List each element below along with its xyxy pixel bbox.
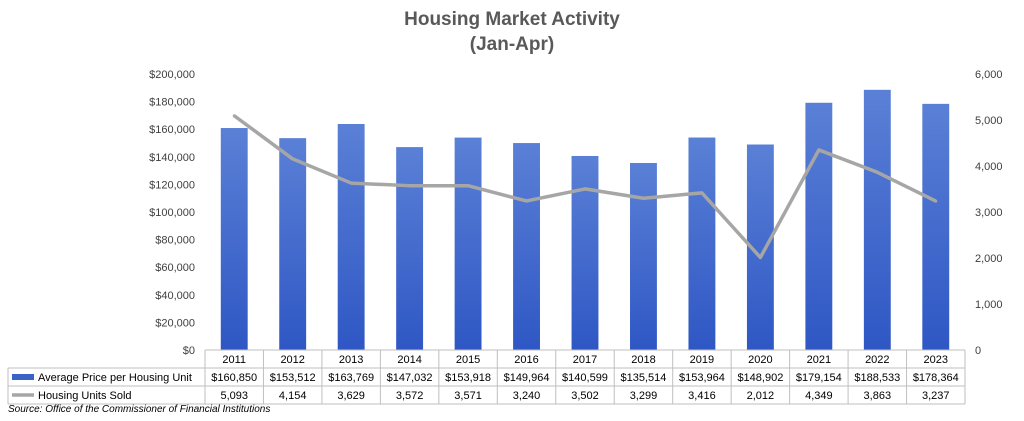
bar-2023: [922, 103, 950, 350]
bar-2014: [396, 147, 424, 350]
category-label: 2018: [631, 354, 655, 366]
left-axis: $0 $20,000 $40,000 $60,000 $80,000 $100,000 $1…: [149, 69, 195, 357]
price-value: $188,533: [854, 372, 900, 384]
units-sold-point-2013: [349, 181, 353, 185]
data-table: 2011 2012 2013 2014 2015 2016 2017 2018 2019 2020…: [7, 349, 966, 405]
category-label: 2021: [807, 354, 831, 366]
category-label: 2023: [924, 354, 948, 366]
units-sold-point-2017: [583, 187, 587, 191]
category-label: 2013: [339, 354, 363, 366]
category-label: 2017: [573, 354, 597, 366]
left-axis-tick-label: $160,000: [149, 124, 195, 136]
left-axis-tick-label: $140,000: [149, 152, 195, 164]
price-value: $163,769: [328, 372, 374, 384]
category-label: 2022: [865, 354, 889, 366]
units-sold-value: 3,629: [337, 390, 365, 402]
right-axis: 0 1,000 2,000 3,000 4,000 5,000 6,000: [975, 69, 1003, 357]
left-axis-tick-label: $80,000: [155, 235, 195, 247]
bar-2021: [805, 102, 833, 350]
left-axis-tick-label: $180,000: [149, 97, 195, 109]
price-value: $140,599: [562, 372, 608, 384]
bar-2015: [454, 137, 482, 350]
category-label: 2020: [748, 354, 772, 366]
price-value: $135,514: [621, 372, 667, 384]
category-label: 2011: [222, 354, 246, 366]
left-axis-tick-label: $20,000: [155, 317, 195, 329]
left-axis-tick-label: $60,000: [155, 262, 195, 274]
bar-2017: [571, 155, 599, 350]
right-axis-tick-label: 6,000: [975, 69, 1003, 81]
chart-subtitle: (Jan-Apr): [470, 34, 554, 55]
bar-2019: [688, 137, 716, 350]
price-value: $179,154: [796, 372, 842, 384]
category-label: 2016: [514, 354, 538, 366]
left-axis-tick-label: $200,000: [149, 69, 195, 81]
bar-2018: [630, 162, 657, 350]
right-axis-tick-label: 2,000: [975, 253, 1003, 265]
units-sold-value: 2,012: [747, 390, 775, 402]
right-axis-tick-label: 1,000: [975, 299, 1003, 311]
units-sold-point-2020: [758, 255, 762, 259]
bar-2013: [337, 123, 365, 350]
right-axis-tick-label: 5,000: [975, 115, 1003, 127]
bar-series-price: [220, 89, 950, 350]
right-axis-tick-label: 3,000: [975, 207, 1003, 219]
right-axis-tick-label: 0: [975, 345, 981, 357]
price-value: $148,902: [737, 372, 783, 384]
units-sold-value: 3,237: [922, 390, 950, 402]
units-sold-point-2011: [232, 114, 236, 118]
category-label: 2014: [397, 354, 421, 366]
units-sold-value: 3,416: [688, 390, 716, 402]
units-sold-point-2018: [641, 196, 645, 200]
units-sold-point-2021: [817, 148, 821, 152]
units-sold-point-2012: [291, 157, 295, 161]
category-label: 2019: [690, 354, 714, 366]
units-sold-point-2016: [525, 199, 529, 203]
bar-2012: [279, 138, 307, 350]
price-value: $153,964: [679, 372, 725, 384]
units-sold-value: 4,154: [279, 390, 307, 402]
units-sold-value: 3,502: [571, 390, 599, 402]
left-axis-tick-label: $120,000: [149, 179, 195, 191]
units-sold-value: 3,299: [630, 390, 658, 402]
bar-2022: [863, 89, 891, 350]
left-axis-tick-label: $0: [183, 345, 195, 357]
units-sold-value: 4,349: [805, 390, 833, 402]
units-sold-value: 5,093: [220, 390, 248, 402]
price-value: $153,918: [445, 372, 491, 384]
price-value: $149,964: [504, 372, 550, 384]
bar-2016: [513, 143, 540, 350]
units-sold-point-2023: [934, 199, 938, 203]
price-value: $147,032: [387, 372, 433, 384]
chart-title: Housing Market Activity: [404, 9, 620, 30]
category-label: 2015: [456, 354, 480, 366]
units-sold-value: 3,240: [513, 390, 541, 402]
left-axis-tick-label: $100,000: [149, 207, 195, 219]
source-note: Source: Office of the Commissioner of Fi…: [8, 404, 270, 415]
units-sold-point-2014: [408, 184, 412, 188]
units-sold-value: 3,571: [454, 390, 482, 402]
units-sold-value: 3,572: [396, 390, 424, 402]
price-value: $178,364: [913, 372, 959, 384]
line-series-units-sold: [232, 114, 938, 260]
left-axis-tick-label: $40,000: [155, 290, 195, 302]
category-label: 2012: [280, 354, 304, 366]
legend-label-price: Average Price per Housing Unit: [38, 372, 192, 384]
price-value: $160,850: [211, 372, 257, 384]
units-sold-point-2022: [875, 170, 879, 174]
bar-2011: [220, 128, 248, 350]
legend-key-price: [12, 374, 34, 380]
legend-label-units-sold: Housing Units Sold: [38, 390, 132, 402]
units-sold-value: 3,863: [864, 390, 892, 402]
right-axis-tick-label: 4,000: [975, 161, 1003, 173]
units-sold-point-2019: [700, 191, 704, 195]
price-value: $153,512: [270, 372, 316, 384]
units-sold-point-2015: [466, 184, 470, 188]
